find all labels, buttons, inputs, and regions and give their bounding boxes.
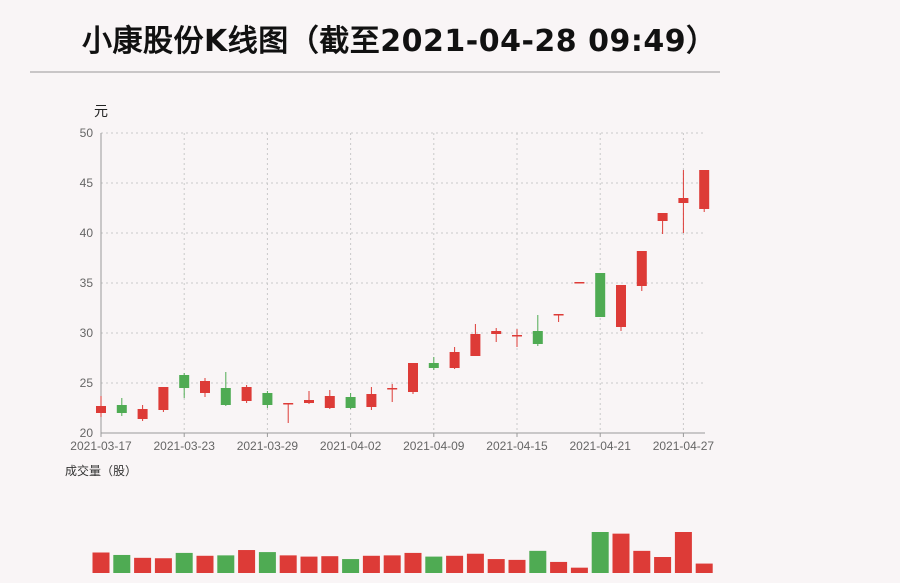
- y-tick-label: 40: [80, 226, 94, 240]
- volume-bar: [570, 567, 588, 573]
- volume-bar: [487, 559, 505, 573]
- candle-body: [283, 403, 294, 405]
- candle-body: [179, 375, 190, 388]
- candle-body: [657, 213, 668, 221]
- x-tick-label: 2021-04-27: [653, 439, 715, 453]
- volume-bar: [508, 559, 526, 573]
- volume-bar: [258, 552, 276, 573]
- y-tick-label: 25: [80, 376, 94, 390]
- candle-body: [574, 282, 585, 284]
- candle-body: [324, 396, 335, 408]
- volume-bar: [113, 554, 131, 573]
- x-tick-label: 2021-03-23: [154, 439, 216, 453]
- volume-bar: [633, 550, 651, 573]
- x-tick-label: 2021-04-15: [486, 439, 548, 453]
- volume-bar: [550, 561, 568, 573]
- y-tick-labels: 20 25 30 35 40 45 50: [80, 126, 94, 440]
- x-tick-label: 2021-04-09: [403, 439, 465, 453]
- x-tick-labels: 2021-03-17 2021-03-23 2021-03-29 2021-04-02…: [70, 439, 714, 453]
- candle-body: [699, 170, 710, 209]
- volume-bar: [154, 558, 172, 573]
- candle-body: [345, 397, 356, 408]
- volume-bar: [695, 563, 713, 573]
- volume-bar: [134, 557, 152, 573]
- grid-lines: [101, 132, 705, 433]
- candle-body: [262, 393, 273, 405]
- candle-body: [366, 394, 377, 407]
- candle-body: [532, 331, 543, 344]
- x-tick-label: 2021-04-21: [570, 439, 632, 453]
- volume-bar: [654, 557, 672, 573]
- title-divider: [30, 71, 720, 73]
- candle-body: [158, 387, 169, 410]
- candle-body: [96, 406, 106, 413]
- x-tick-label: 2021-03-17: [70, 439, 132, 453]
- volume-bar: [175, 552, 193, 573]
- y-tick-label: 35: [80, 276, 94, 290]
- volume-bar: [300, 556, 318, 573]
- candle-body: [200, 381, 210, 393]
- volume-bar: [404, 552, 422, 573]
- candle-body: [408, 363, 418, 392]
- volume-bar: [321, 556, 339, 573]
- y-tick-label: 50: [80, 126, 94, 140]
- candle-body: [636, 251, 647, 286]
- volume-bars: [92, 532, 713, 573]
- volume-bar: [612, 533, 630, 573]
- volume-bar: [674, 532, 692, 573]
- candle-body: [678, 198, 689, 203]
- volume-bar: [92, 552, 110, 573]
- volume-bar: [362, 555, 380, 573]
- volume-bar: [529, 550, 547, 573]
- y-tick-label: 20: [80, 426, 94, 440]
- volume-bar: [342, 559, 360, 573]
- candle-body: [616, 285, 626, 327]
- volume-bar: [279, 555, 297, 573]
- candle-body: [595, 273, 606, 317]
- candle-body: [449, 352, 460, 368]
- candle-body: [553, 314, 564, 316]
- axes: [100, 133, 705, 437]
- y-axis-unit: 元: [94, 104, 108, 120]
- volume-bar: [425, 556, 443, 573]
- volume-bar: [238, 550, 256, 573]
- x-tick-label: 2021-03-29: [237, 439, 299, 453]
- candlesticks: [96, 170, 710, 423]
- candle-body: [137, 409, 148, 419]
- candle-body: [512, 335, 522, 337]
- candle-body: [241, 387, 252, 401]
- x-tick-label: 2021-04-02: [320, 439, 382, 453]
- volume-bar: [591, 532, 609, 573]
- volume-axis-label: 成交量（股）: [65, 463, 137, 478]
- volume-bar: [217, 555, 235, 573]
- volume-bar: [446, 555, 464, 573]
- candle-body: [304, 400, 314, 403]
- candle-body: [428, 363, 439, 368]
- candle-body: [220, 388, 231, 405]
- chart-title: 小康股份K线图（截至2021-04-28 09:49）: [82, 24, 717, 59]
- candle-body: [116, 405, 127, 413]
- y-tick-label: 30: [80, 326, 94, 340]
- y-tick-label: 45: [80, 176, 94, 190]
- volume-bar: [383, 555, 401, 573]
- candle-body: [491, 331, 502, 334]
- candle-body: [387, 388, 398, 390]
- candle-body: [470, 334, 481, 356]
- volume-bar: [196, 555, 214, 573]
- volume-bar: [466, 553, 484, 573]
